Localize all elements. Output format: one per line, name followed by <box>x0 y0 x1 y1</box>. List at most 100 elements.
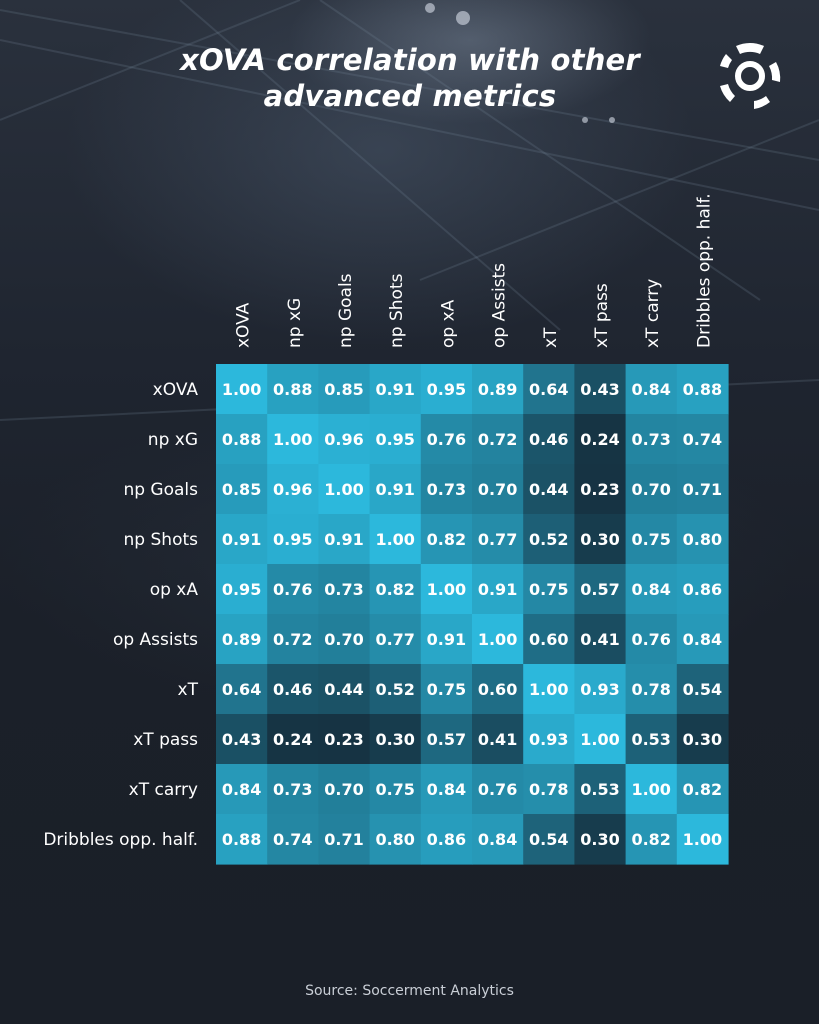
heatmap-cell-value: 0.53 <box>631 730 670 749</box>
x-axis-label: xT <box>541 327 561 348</box>
heatmap-cell-value: 0.73 <box>273 780 312 799</box>
heatmap-x-labels: xOVA np xG np Goals np Shots op xA op Assists… <box>234 193 715 348</box>
heatmap-cell <box>625 414 678 465</box>
heatmap-cell-value: 0.24 <box>580 430 619 449</box>
heatmap-cell <box>267 614 319 665</box>
heatmap-cell <box>369 614 422 665</box>
heatmap-cell-value: 0.77 <box>375 630 414 649</box>
heatmap-cell <box>318 764 371 815</box>
heatmap-cell <box>267 664 319 715</box>
heatmap-cell-value: 0.73 <box>427 480 466 499</box>
heatmap-cell-value: 0.84 <box>427 780 466 799</box>
heatmap-cell-value: 0.43 <box>580 380 619 399</box>
heatmap-cell-value: 0.85 <box>324 380 363 399</box>
y-axis-label: xT carry <box>129 780 198 800</box>
heatmap-cell <box>625 564 678 615</box>
heatmap-cell <box>574 814 627 865</box>
heatmap-cell-value: 0.71 <box>324 830 363 849</box>
heatmap-cell <box>369 564 422 615</box>
heatmap-cell <box>523 814 575 865</box>
heatmap-cell <box>318 514 371 565</box>
heatmap-cell <box>318 714 371 765</box>
chart-title-line-1: xOVA correlation with other <box>180 43 640 77</box>
heatmap-cell <box>523 764 575 815</box>
heatmap-cell <box>574 664 627 715</box>
heatmap-cell-value: 0.53 <box>580 780 619 799</box>
heatmap-cell-value: 0.72 <box>478 430 517 449</box>
heatmap-cell <box>267 364 319 415</box>
heatmap-cell <box>369 664 422 715</box>
heatmap-cell-value: 0.60 <box>529 630 568 649</box>
x-axis-label: np Goals <box>336 273 356 348</box>
heatmap-cell-value: 1.00 <box>324 480 363 499</box>
heatmap-cell <box>216 664 268 715</box>
heatmap-cell <box>420 564 473 615</box>
heatmap-cell <box>267 814 319 865</box>
heatmap-cell-value: 0.70 <box>631 480 670 499</box>
heatmap-cell-value: 0.64 <box>529 380 568 399</box>
heatmap-cell-value: 1.00 <box>683 830 722 849</box>
heatmap-cell-value: 0.71 <box>683 480 722 499</box>
heatmap-cell-value: 0.75 <box>529 580 568 599</box>
heatmap-cell <box>318 814 371 865</box>
heatmap-cell <box>369 764 422 815</box>
heatmap-cell <box>676 614 729 665</box>
heatmap-cell-value: 0.57 <box>427 730 466 749</box>
heatmap-cell-value: 1.00 <box>580 730 619 749</box>
heatmap-cell-value: 1.00 <box>478 630 517 649</box>
heatmap-cell <box>625 514 678 565</box>
heatmap-cell <box>676 814 729 865</box>
heatmap-cell <box>216 514 268 565</box>
y-axis-label: np Goals <box>123 480 198 500</box>
heatmap-cell <box>574 364 627 415</box>
heatmap-cell <box>523 564 575 615</box>
heatmap-cell-value: 0.88 <box>222 430 261 449</box>
y-axis-label: op xA <box>150 580 199 600</box>
heatmap-cell-value: 0.41 <box>580 630 619 649</box>
heatmap-cell <box>369 514 422 565</box>
heatmap-cell <box>625 464 678 515</box>
heatmap-cell <box>472 664 524 715</box>
heatmap-cell <box>216 614 268 665</box>
heatmap-cell <box>369 814 422 865</box>
heatmap-value-labels: 1.00 0.88 0.85 0.91 0.95 0.89 0.64 0.43 0.84 0.88… <box>222 380 722 849</box>
heatmap-cell <box>216 464 268 515</box>
heatmap-cell-value: 0.93 <box>580 680 619 699</box>
heatmap-cell-value: 0.24 <box>273 730 312 749</box>
correlation-heatmap: 1.00 0.88 0.85 0.91 0.95 0.89 0.64 0.43 0.84 0.88… <box>43 193 729 865</box>
heatmap-cell <box>574 714 627 765</box>
heatmap-cell-value: 0.84 <box>683 630 722 649</box>
heatmap-cell <box>420 714 473 765</box>
y-axis-label: np Shots <box>124 530 199 550</box>
heatmap-cell <box>676 764 729 815</box>
x-axis-label: op Assists <box>490 263 510 348</box>
heatmap-cell-value: 0.54 <box>683 680 722 699</box>
heatmap-cell-value: 0.86 <box>683 580 722 599</box>
heatmap-cell-value: 0.88 <box>683 380 722 399</box>
heatmap-cell-value: 0.84 <box>478 830 517 849</box>
heatmap-cell <box>216 564 268 615</box>
heatmap-cell-value: 0.74 <box>683 430 722 449</box>
heatmap-cell <box>318 364 371 415</box>
x-axis-label: xT pass <box>592 283 612 348</box>
heatmap-cell-value: 0.76 <box>273 580 312 599</box>
heatmap-cell <box>523 464 575 515</box>
heatmap-cell-value: 0.57 <box>580 580 619 599</box>
x-axis-label: Dribbles opp. half. <box>694 193 714 348</box>
y-axis-label: Dribbles opp. half. <box>43 830 198 850</box>
heatmap-cell <box>676 464 729 515</box>
heatmap-cell <box>523 664 575 715</box>
y-axis-label: xOVA <box>153 380 199 400</box>
heatmap-cell <box>216 364 268 415</box>
heatmap-cell <box>574 764 627 815</box>
heatmap-cell-value: 0.96 <box>273 480 312 499</box>
heatmap-cell <box>625 614 678 665</box>
heatmap-cell-value: 0.52 <box>529 530 568 549</box>
heatmap-cell-value: 0.75 <box>375 780 414 799</box>
heatmap-cell <box>318 464 371 515</box>
heatmap-cell-value: 0.95 <box>427 380 466 399</box>
heatmap-cell-value: 0.76 <box>631 630 670 649</box>
heatmap-cell <box>574 414 627 465</box>
heatmap-cell <box>369 464 422 515</box>
heatmap-cell <box>676 564 729 615</box>
